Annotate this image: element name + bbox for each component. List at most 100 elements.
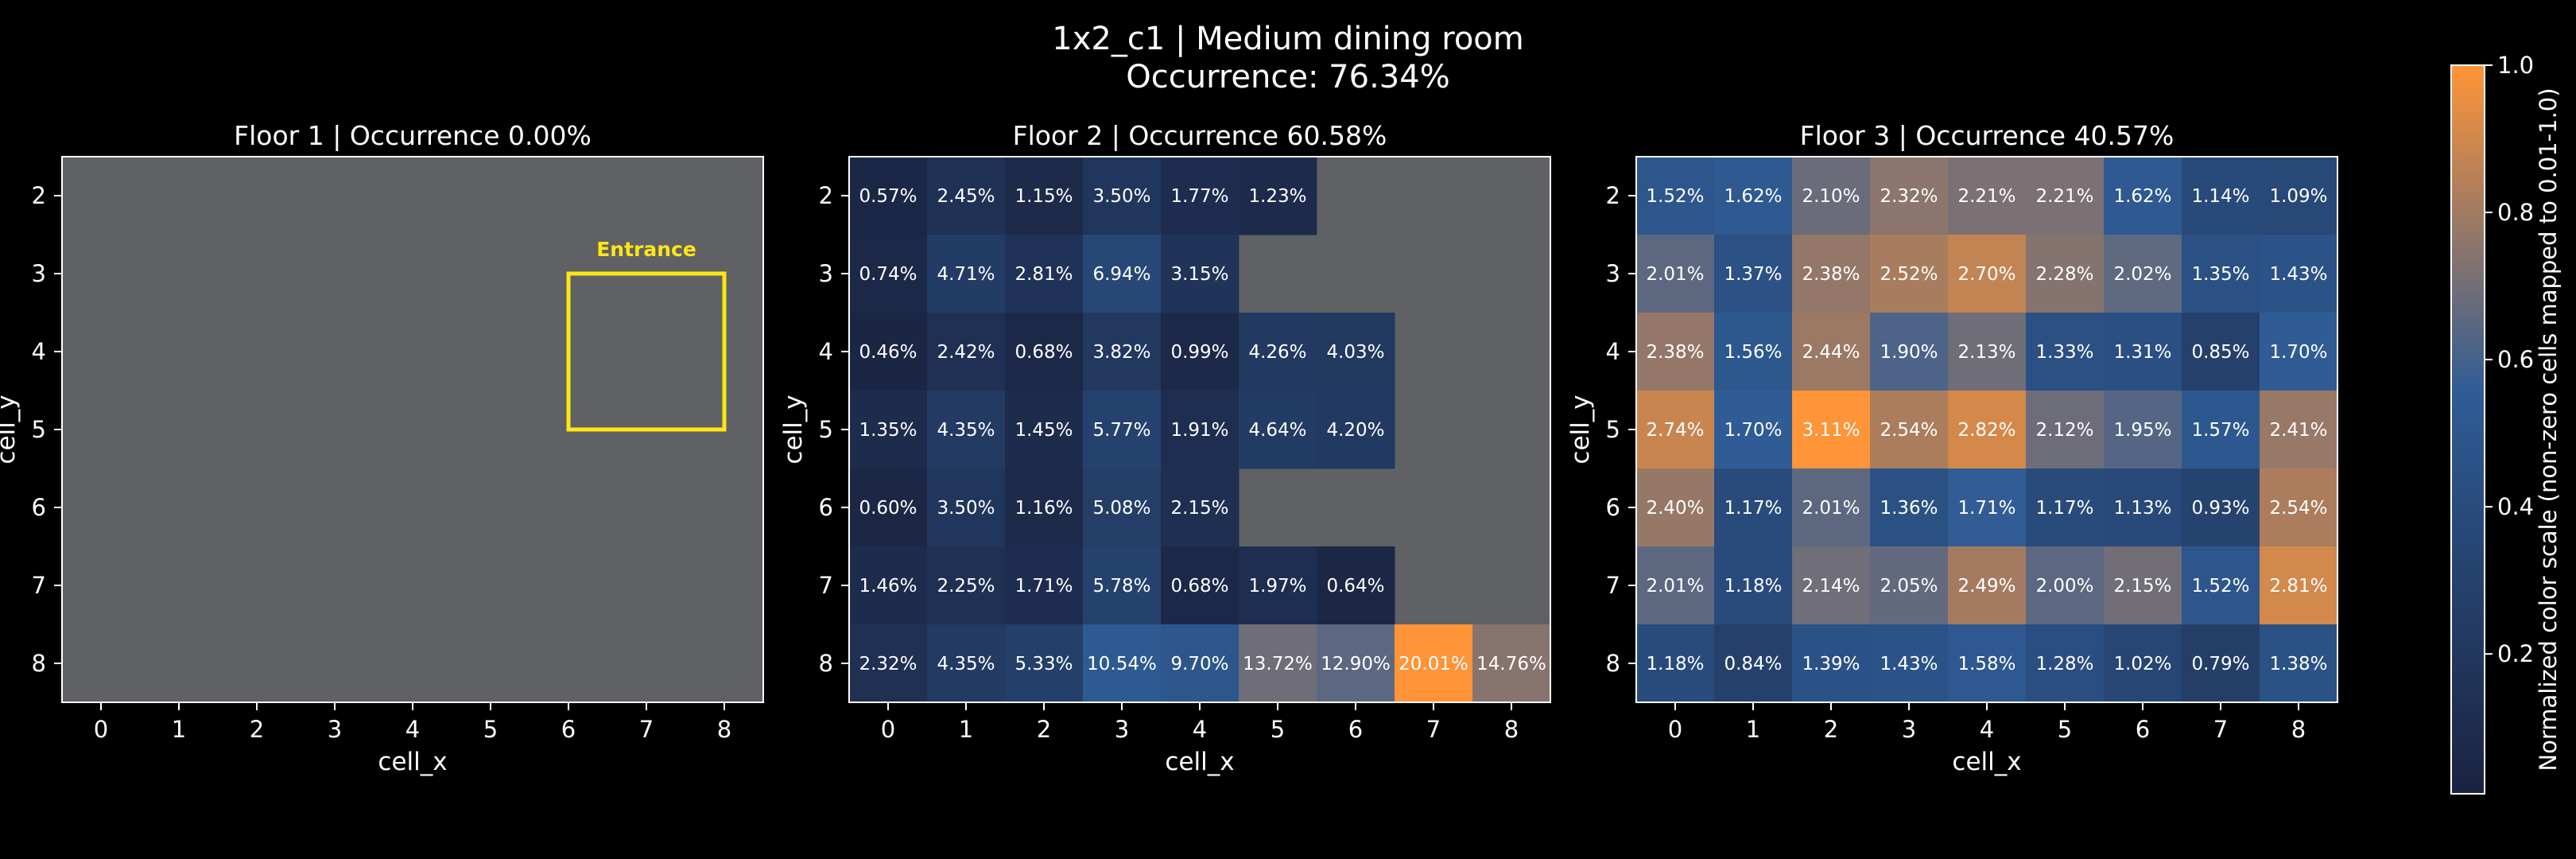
heatmap-cell <box>2182 157 2260 235</box>
cell-label: 2.49% <box>1957 576 2015 597</box>
heatmap-cell <box>1239 157 1317 235</box>
cell-label: 1.43% <box>2269 264 2327 285</box>
heatmap-cell <box>2182 313 2260 391</box>
heatmap-cell <box>2026 157 2105 235</box>
heatmap-cell <box>1083 546 1162 625</box>
figure-title-line1: 1x2_c1 | Medium dining room <box>1052 21 1523 57</box>
cell-label: 2.38% <box>1646 342 1704 363</box>
heatmap-cell <box>1870 313 1949 391</box>
heatmap-cell <box>1636 391 1715 469</box>
heatmap-cell <box>2104 157 2182 235</box>
heatmap-cell <box>2104 624 2182 703</box>
cell-label: 20.01% <box>1399 654 1468 674</box>
cell-label: 0.57% <box>859 186 917 207</box>
x-tick-label: 3 <box>1115 716 1129 743</box>
y-tick-label: 6 <box>32 494 46 521</box>
cell-label: 3.50% <box>1092 186 1150 207</box>
cell-label: 5.08% <box>1092 498 1150 519</box>
x-tick-label: 5 <box>483 716 498 743</box>
heatmap-cell <box>927 157 1006 235</box>
heatmap-cell <box>927 391 1006 469</box>
x-tick-label: 0 <box>881 716 895 743</box>
heatmap-cell <box>2260 468 2338 547</box>
heatmap-cell <box>1948 468 2027 547</box>
heatmap-cell <box>2104 546 2182 625</box>
cell-label: 1.70% <box>1724 420 1782 441</box>
cell-label: 6.94% <box>1092 264 1150 285</box>
panel-floor-1: Floor 1 | Occurrence 0.00% 0 1 2 3 4 5 6 7 8 2 3 4 5 6… <box>0 120 764 776</box>
heatmap-cell <box>1636 157 1715 235</box>
colorbar-tick-label: 0.6 <box>2497 346 2534 373</box>
heatmap-cell <box>1870 468 1949 547</box>
heatmap-cell <box>1792 157 1871 235</box>
heatmap-cell <box>927 468 1006 547</box>
heatmap-cell <box>1083 157 1162 235</box>
cell-label: 0.99% <box>1170 342 1228 363</box>
cell-label: 1.90% <box>1880 342 1938 363</box>
cell-label: 1.45% <box>1014 420 1073 441</box>
heatmap-cell <box>2182 546 2260 625</box>
heatmap-cell <box>1161 624 1240 703</box>
cell-label: 2.38% <box>1802 264 1860 285</box>
cell-label: 2.82% <box>1957 420 2015 441</box>
heatmap-cell <box>849 468 928 547</box>
cell-label: 5.33% <box>1014 654 1073 674</box>
x-tick-label: 4 <box>405 716 420 743</box>
y-tick-label: 8 <box>32 650 46 677</box>
heatmap-cell <box>1948 235 2027 313</box>
y-tick-label: 4 <box>1606 338 1620 365</box>
cell-label: 4.20% <box>1326 420 1384 441</box>
y-tick-label: 3 <box>819 260 833 287</box>
cell-label: 4.71% <box>937 264 995 285</box>
cell-label: 1.15% <box>1014 186 1073 207</box>
cell-label: 1.70% <box>2269 342 2327 363</box>
heatmap-cell <box>1792 546 1871 625</box>
heatmap-cell <box>1636 313 1715 391</box>
heatmap-cell <box>1083 313 1162 391</box>
cell-label: 12.90% <box>1321 654 1391 674</box>
cell-label: 0.93% <box>2191 498 2249 519</box>
heatmap-cell <box>1870 624 1949 703</box>
heatmap-cell <box>1083 235 1162 313</box>
x-tick-label: 0 <box>94 716 108 743</box>
heatmap-cell <box>1005 313 1084 391</box>
heatmap-cell <box>1005 624 1084 703</box>
y-tick-label: 8 <box>1606 650 1620 677</box>
heatmap-cell <box>2026 235 2105 313</box>
heatmap-cell <box>1005 468 1084 547</box>
heatmap-cell <box>849 157 928 235</box>
cell-label: 3.82% <box>1092 342 1150 363</box>
heatmap-cell <box>1870 391 1949 469</box>
heatmap-cell <box>2260 391 2338 469</box>
heatmap-cell <box>2104 391 2182 469</box>
cell-label: 10.54% <box>1087 654 1157 674</box>
heatmap-cell <box>927 624 1006 703</box>
heatmap-cell <box>1792 313 1871 391</box>
y-tick-label: 5 <box>819 416 833 443</box>
heatmap-cell <box>1239 391 1317 469</box>
heatmap-cell <box>1714 313 1793 391</box>
x-tick-label: 7 <box>639 716 654 743</box>
panel-floor-3: 1.52% 1.62% 2.10% 2.32% 2.21% 2.21% 1.62% 1.14%… <box>1566 120 2338 776</box>
cell-label: 13.72% <box>1243 654 1313 674</box>
cell-label: 1.23% <box>1248 186 1306 207</box>
y-tick-label: 7 <box>819 572 833 599</box>
cell-label: 2.10% <box>1802 186 1860 207</box>
heatmap-cell <box>1161 313 1240 391</box>
heatmap-cell <box>1636 468 1715 547</box>
cell-label: 1.43% <box>1880 654 1938 674</box>
heatmap-cell <box>2104 468 2182 547</box>
x-tick-label: 6 <box>561 716 576 743</box>
cell-label: 1.58% <box>1957 654 2015 674</box>
cell-label: 1.09% <box>2269 186 2327 207</box>
cell-label: 1.36% <box>1880 498 1938 519</box>
colorbar-tick-label: 0.8 <box>2497 199 2534 226</box>
cell-label: 5.78% <box>1092 576 1150 597</box>
cell-label: 1.52% <box>2191 576 2249 597</box>
cell-label: 0.84% <box>1724 654 1782 674</box>
heatmap-cell <box>849 624 928 703</box>
heatmap-cell <box>2182 235 2260 313</box>
cell-label: 1.35% <box>859 420 917 441</box>
heatmap-cell <box>2026 468 2105 547</box>
colorbar-tick-label: 0.4 <box>2497 493 2534 520</box>
